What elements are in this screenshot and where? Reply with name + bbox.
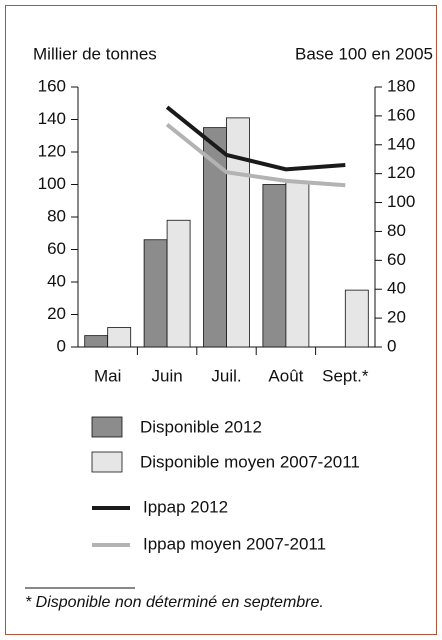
y2-tick-label: 120 bbox=[387, 163, 415, 182]
x-tick-label: Mai bbox=[94, 366, 121, 385]
y-tick-label: 140 bbox=[38, 109, 66, 128]
y2-axis-label: Base 100 en 2005 bbox=[295, 44, 433, 63]
x-tick-label: Sept.* bbox=[322, 366, 369, 385]
y-tick-label: 20 bbox=[47, 304, 66, 323]
bar bbox=[226, 117, 250, 348]
frame bbox=[5, 5, 437, 635]
legend-label: Disponible 2012 bbox=[140, 417, 262, 436]
bar bbox=[344, 289, 369, 348]
y2-tick-label: 160 bbox=[387, 105, 415, 124]
y-tick-label: 80 bbox=[47, 206, 66, 225]
y-tick-label: 60 bbox=[47, 239, 66, 258]
line bbox=[165, 105, 346, 172]
y2-tick-label: 20 bbox=[387, 308, 406, 327]
y-tick-label: 100 bbox=[38, 174, 66, 193]
bar bbox=[84, 335, 109, 348]
y2-tick-label: 60 bbox=[387, 250, 406, 269]
legend-label: Ippap moyen 2007-2011 bbox=[143, 534, 326, 553]
legend-swatch bbox=[91, 416, 123, 438]
y-tick-label: 0 bbox=[57, 336, 66, 355]
y2-tick-label: 80 bbox=[387, 221, 406, 240]
footnote: * Disponible non déterminé en septembre. bbox=[25, 594, 324, 611]
bar bbox=[143, 239, 168, 348]
y-axis-label: Millier de tonnes bbox=[33, 44, 157, 63]
legend-label: Disponible moyen 2007-2011 bbox=[140, 452, 360, 471]
x-tick-label: Juin bbox=[152, 366, 183, 385]
x-tick-label: Juil. bbox=[211, 366, 241, 385]
bar bbox=[107, 327, 132, 348]
bar bbox=[285, 180, 310, 348]
bar bbox=[166, 219, 191, 348]
y2-tick-label: 0 bbox=[387, 336, 396, 355]
y-tick-label: 160 bbox=[38, 76, 66, 95]
legend-swatch bbox=[91, 451, 123, 473]
y-tick-label: 120 bbox=[38, 141, 66, 160]
y-tick-label: 40 bbox=[47, 271, 66, 290]
y2-tick-label: 40 bbox=[387, 279, 406, 298]
x-tick-label: Août bbox=[268, 366, 303, 385]
legend-label: Ippap 2012 bbox=[143, 497, 228, 516]
line bbox=[165, 122, 346, 188]
bar bbox=[262, 184, 287, 348]
y2-tick-label: 180 bbox=[387, 76, 415, 95]
y2-tick-label: 140 bbox=[387, 134, 415, 153]
y2-tick-label: 100 bbox=[387, 192, 415, 211]
